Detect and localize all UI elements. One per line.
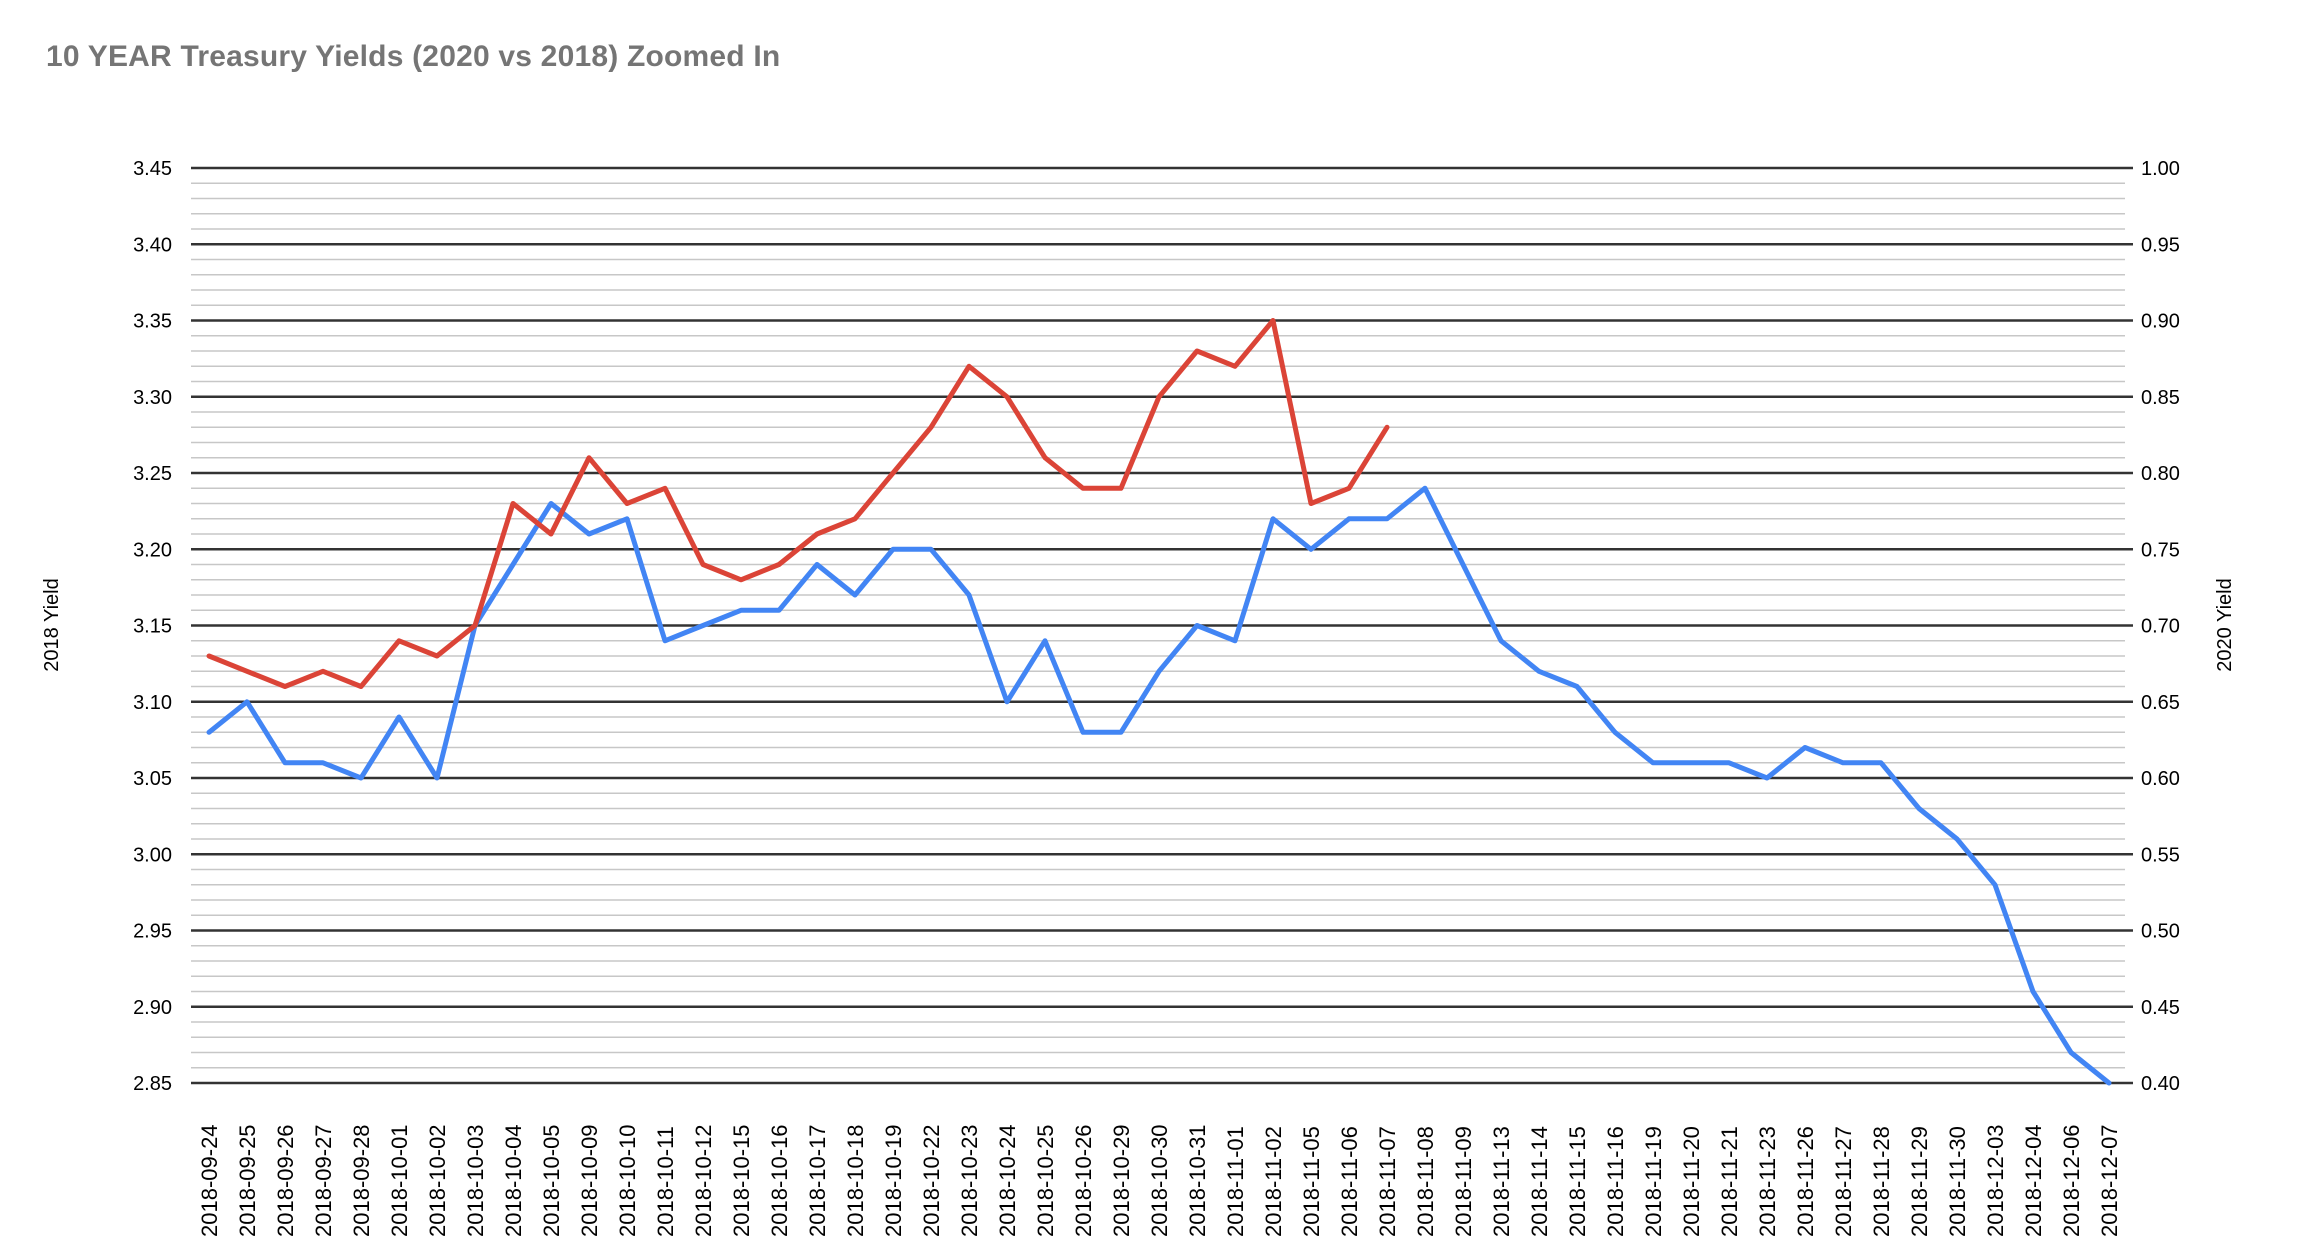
right-axis-title: 2020 Yield bbox=[2214, 578, 2236, 671]
x-axis-tick-label: 2018-12-06 bbox=[2059, 1124, 2084, 1237]
right-axis-tick-label: 0.85 bbox=[2141, 387, 2180, 409]
x-axis-tick-label: 2018-10-30 bbox=[1147, 1124, 1172, 1237]
left-axis-tick-label: 3.15 bbox=[133, 616, 172, 638]
x-axis-tick-label: 2018-11-23 bbox=[1755, 1126, 1780, 1237]
left-axis-tick-label: 3.05 bbox=[133, 768, 172, 790]
x-axis-tick-label: 2018-12-03 bbox=[1983, 1124, 2008, 1237]
x-axis-tick-label: 2018-11-28 bbox=[1869, 1126, 1894, 1237]
x-axis-tick-label: 2018-10-16 bbox=[767, 1124, 792, 1237]
x-axis-tick-label: 2018-10-17 bbox=[805, 1124, 830, 1237]
right-axis-tick-label: 0.65 bbox=[2141, 692, 2180, 714]
x-axis-tick-label: 2018-10-31 bbox=[1185, 1124, 1210, 1237]
minor-gridlines bbox=[191, 182, 2125, 1069]
x-axis-tick-label: 2018-10-03 bbox=[463, 1124, 488, 1237]
left-axis-tick-label: 3.00 bbox=[133, 844, 172, 866]
x-axis-tick-label: 2018-10-22 bbox=[919, 1124, 944, 1237]
x-axis-tick-label: 2018-10-15 bbox=[729, 1124, 754, 1237]
x-axis-tick-label: 2018-12-04 bbox=[2021, 1124, 2046, 1237]
left-axis-tick-label: 3.45 bbox=[133, 158, 172, 180]
right-axis-tick-label: 0.90 bbox=[2141, 311, 2180, 333]
x-axis-tick-label: 2018-09-28 bbox=[349, 1124, 374, 1237]
x-axis-tick-label: 2018-10-09 bbox=[577, 1124, 602, 1237]
major-gridlines bbox=[191, 166, 2133, 1085]
left-axis-tick-label: 3.10 bbox=[133, 692, 172, 714]
x-axis-tick-label: 2018-09-26 bbox=[273, 1124, 298, 1237]
x-axis-tick-label: 2018-09-27 bbox=[311, 1124, 336, 1237]
x-axis-tick-label: 2018-11-08 bbox=[1413, 1126, 1438, 1237]
x-axis-tick-label: 2018-11-29 bbox=[1907, 1126, 1932, 1237]
right-axis-tick-label: 0.95 bbox=[2141, 234, 2180, 256]
x-axis-tick-label: 2018-10-04 bbox=[501, 1124, 526, 1237]
x-axis-tick-label: 2018-10-29 bbox=[1109, 1124, 1134, 1237]
x-axis-tick-label: 2018-10-11 bbox=[653, 1126, 678, 1237]
x-axis-tick-labels: 2018-09-24 2018-09-25 2018-09-26 2018-09-27… bbox=[197, 1124, 2122, 1237]
right-axis-tick-labels: 1.00 0.95 0.90 0.85 0.80 0.75 0.70 0.65 0.60 0.55… bbox=[2141, 158, 2180, 1095]
x-axis-tick-label: 2018-09-24 bbox=[197, 1124, 222, 1237]
x-axis-tick-label: 2018-11-02 bbox=[1261, 1126, 1286, 1237]
x-axis-tick-label: 2018-10-01 bbox=[387, 1124, 412, 1237]
x-axis-tick-label: 2018-10-25 bbox=[1033, 1124, 1058, 1237]
left-axis-tick-label: 2.90 bbox=[133, 997, 172, 1019]
x-axis-tick-label: 2018-12-07 bbox=[2097, 1124, 2122, 1237]
x-axis-tick-label: 2018-10-02 bbox=[425, 1124, 450, 1237]
right-axis-tick-label: 0.50 bbox=[2141, 921, 2180, 943]
x-axis-tick-label: 2018-11-20 bbox=[1679, 1126, 1704, 1237]
x-axis-tick-label: 2018-11-07 bbox=[1375, 1126, 1400, 1237]
x-axis-tick-label: 2018-09-25 bbox=[235, 1124, 260, 1237]
series-line-2020-yield bbox=[206, 318, 1390, 689]
x-axis-tick-label: 2018-11-30 bbox=[1945, 1126, 1970, 1237]
x-axis-tick-label: 2018-11-15 bbox=[1565, 1126, 1590, 1237]
left-axis-tick-label: 3.40 bbox=[133, 234, 172, 256]
x-axis-tick-label: 2018-11-27 bbox=[1831, 1126, 1856, 1237]
x-axis-tick-label: 2018-10-10 bbox=[615, 1124, 640, 1237]
x-axis-tick-label: 2018-11-19 bbox=[1641, 1126, 1666, 1237]
x-axis-tick-label: 2018-10-24 bbox=[995, 1124, 1020, 1237]
right-axis-tick-label: 0.45 bbox=[2141, 997, 2180, 1019]
x-axis-tick-label: 2018-10-26 bbox=[1071, 1124, 1096, 1237]
x-axis-tick-label: 2018-10-19 bbox=[881, 1124, 906, 1237]
right-axis-tick-label: 0.40 bbox=[2141, 1073, 2180, 1095]
series-line-2018-yield bbox=[206, 485, 2112, 1086]
x-axis-tick-label: 2018-11-16 bbox=[1603, 1126, 1628, 1237]
right-axis-tick-label: 0.55 bbox=[2141, 844, 2180, 866]
x-axis-tick-label: 2018-10-23 bbox=[957, 1124, 982, 1237]
x-axis-tick-label: 2018-10-05 bbox=[539, 1124, 564, 1237]
left-axis-tick-label: 3.25 bbox=[133, 463, 172, 485]
left-axis-tick-label: 3.20 bbox=[133, 539, 172, 561]
left-axis-tick-label: 2.95 bbox=[133, 921, 172, 943]
x-axis-tick-label: 2018-11-13 bbox=[1489, 1126, 1514, 1237]
x-axis-tick-label: 2018-11-06 bbox=[1337, 1126, 1362, 1237]
x-axis-tick-label: 2018-11-26 bbox=[1793, 1126, 1818, 1237]
x-axis-tick-label: 2018-11-05 bbox=[1299, 1126, 1324, 1237]
left-axis-tick-labels: 3.45 3.40 3.35 3.30 3.25 3.20 3.15 3.10 3.05 3.00… bbox=[133, 158, 172, 1095]
x-axis-tick-label: 2018-11-14 bbox=[1527, 1126, 1552, 1237]
left-axis-tick-label: 3.35 bbox=[133, 311, 172, 333]
left-axis-tick-label: 3.30 bbox=[133, 387, 172, 409]
series-lines bbox=[206, 318, 2112, 1086]
right-axis-tick-label: 0.70 bbox=[2141, 616, 2180, 638]
right-axis-tick-label: 0.75 bbox=[2141, 539, 2180, 561]
chart-title: 10 YEAR Treasury Yields (2020 vs 2018) Z… bbox=[46, 40, 781, 73]
x-axis-tick-label: 2018-10-18 bbox=[843, 1124, 868, 1237]
right-axis-tick-label: 1.00 bbox=[2141, 158, 2180, 180]
x-axis-tick-label: 2018-11-01 bbox=[1223, 1126, 1248, 1237]
x-axis-tick-label: 2018-10-12 bbox=[691, 1124, 716, 1237]
left-axis-tick-label: 2.85 bbox=[133, 1073, 172, 1095]
left-axis-title: 2018 Yield bbox=[41, 578, 63, 671]
right-axis-tick-label: 0.80 bbox=[2141, 463, 2180, 485]
right-axis-tick-label: 0.60 bbox=[2141, 768, 2180, 790]
x-axis-tick-label: 2018-11-21 bbox=[1717, 1126, 1742, 1237]
x-axis-tick-label: 2018-11-09 bbox=[1451, 1126, 1476, 1237]
